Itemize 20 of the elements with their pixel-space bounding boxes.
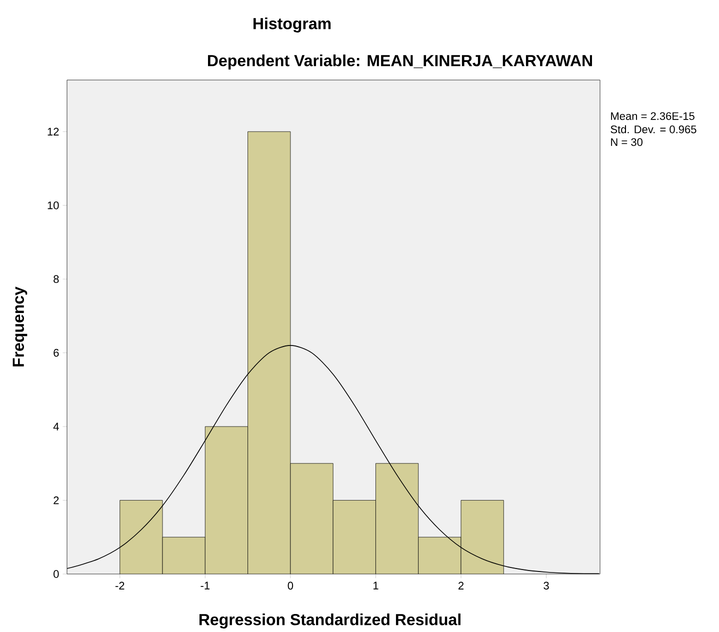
- x-tick-label: -1: [200, 582, 210, 590]
- text: Std. Dev. = 0.965: [610, 125, 696, 134]
- x-tick-label: 3: [544, 582, 549, 590]
- y-tick-label: 10: [48, 201, 59, 210]
- x-tick-label: 1: [374, 582, 378, 590]
- text: Mean = 2.36E-15: [611, 112, 694, 120]
- x-tick-label: -2: [115, 582, 124, 590]
- y-tick-label: 4: [53, 422, 59, 430]
- y-tick-label: 8: [54, 275, 59, 283]
- x-tick-label: 2: [458, 582, 464, 590]
- y-tick-label: 2: [54, 496, 59, 504]
- chart-subtitle: Dependent Variable: MEAN_KINERJA_KARYAWAN: [208, 54, 592, 70]
- x-tick-label: 0: [288, 582, 294, 590]
- text: N = 30: [611, 138, 642, 146]
- chart-title: Histogram: [254, 18, 331, 32]
- y-axis-title: Frequency: [12, 286, 28, 366]
- y-tick-label: 0: [54, 570, 59, 578]
- x-axis-title: Regression Standardized Residual: [199, 614, 460, 628]
- y-tick-label: 12: [48, 128, 59, 136]
- y-tick-label: 6: [54, 348, 59, 357]
